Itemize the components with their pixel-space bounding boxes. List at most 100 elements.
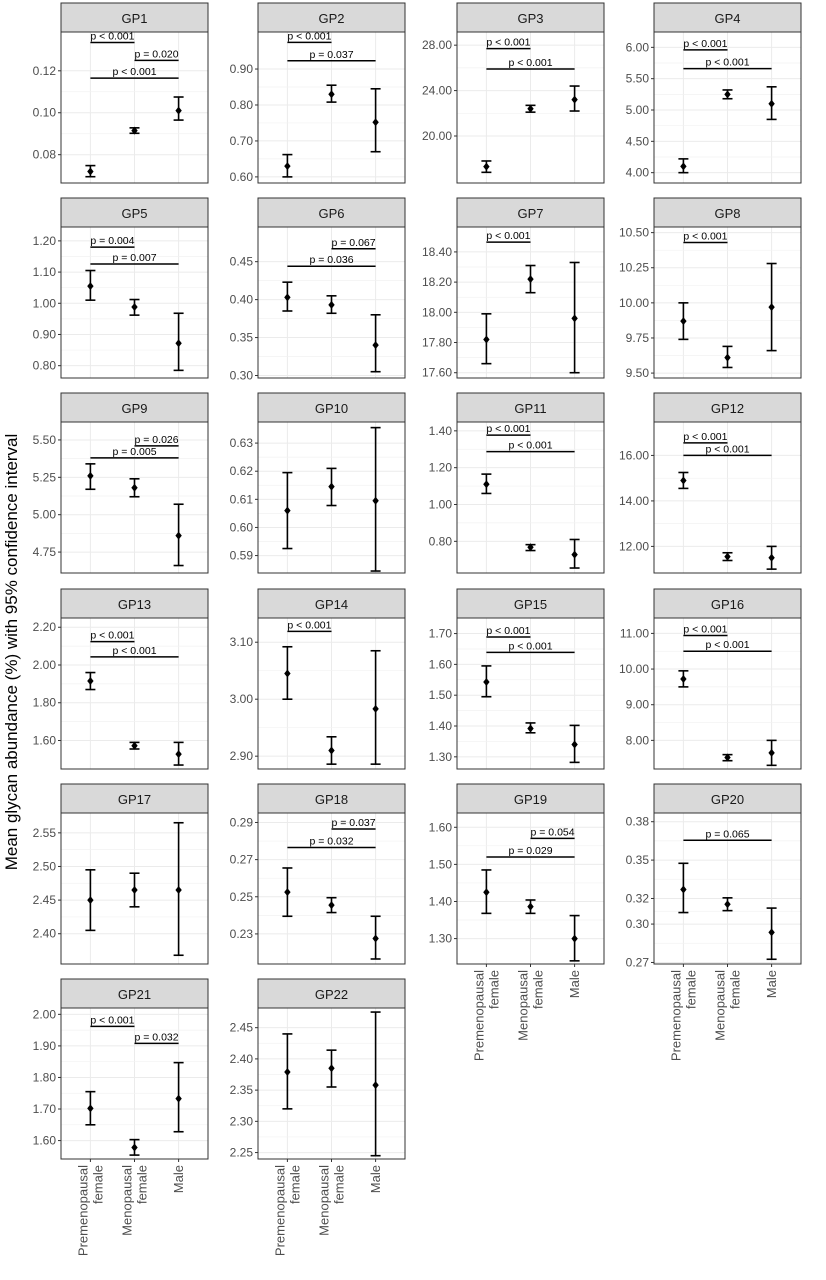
y-tick-label: 12.00 <box>619 539 649 553</box>
y-tick-label: 0.25 <box>230 890 254 904</box>
y-tick-label: 0.35 <box>230 331 254 345</box>
mean-point <box>483 480 490 489</box>
strip-background <box>60 392 209 423</box>
x-tick-label-line: Male <box>368 1165 383 1193</box>
panel-border <box>257 226 406 379</box>
panel-title: GP15 <box>514 597 547 612</box>
panel-title: GP6 <box>318 206 344 221</box>
panel-border <box>60 812 209 965</box>
mean-point <box>328 746 335 755</box>
y-tick-label: 1.60 <box>33 1134 57 1148</box>
significance-label: p < 0.001 <box>112 66 156 78</box>
strip-background <box>60 197 209 228</box>
y-tick-label: 5.00 <box>33 508 57 522</box>
mean-point <box>724 90 731 99</box>
panel-title: GP4 <box>714 11 740 26</box>
x-tick-label: Premenopausalfemale <box>471 970 501 1061</box>
y-tick-label: 1.00 <box>33 296 57 310</box>
y-tick-label: 0.61 <box>230 492 254 506</box>
y-tick-label: 0.60 <box>230 520 254 534</box>
x-tick-label: Menopausalfemale <box>516 970 546 1041</box>
y-tick-label: 5.50 <box>626 72 650 86</box>
y-tick-label: 0.80 <box>429 534 453 548</box>
panel-border <box>456 617 605 770</box>
y-tick-label: 2.90 <box>230 749 254 763</box>
mean-point <box>328 1064 335 1073</box>
y-tick-label: 1.00 <box>429 497 453 511</box>
mean-point <box>527 724 534 733</box>
mean-point <box>328 300 335 309</box>
significance-label: p = 0.029 <box>508 845 552 857</box>
y-tick-label: 4.50 <box>626 134 650 148</box>
y-tick-label: 0.29 <box>230 815 254 829</box>
x-tick-label-line: female <box>287 1165 302 1204</box>
mean-point <box>175 886 182 895</box>
y-tick-label: 5.00 <box>626 103 650 117</box>
panel-gp2: GP2 0.60 0.70 0.80 0.90 p < 0.001 p = 0.037 <box>230 2 406 184</box>
y-tick-label: 1.80 <box>33 696 57 710</box>
y-tick-label: 17.80 <box>422 336 452 350</box>
mean-point <box>284 293 291 302</box>
strip-background <box>257 978 406 1009</box>
y-tick-label: 0.32 <box>626 891 650 905</box>
y-tick-label: 0.45 <box>230 255 254 269</box>
y-tick-label: 2.55 <box>33 826 57 840</box>
significance-label: p < 0.001 <box>705 443 749 455</box>
significance-label: p = 0.026 <box>135 434 179 446</box>
mean-point <box>571 95 578 104</box>
mean-point <box>680 476 687 485</box>
y-tick-label: 1.30 <box>429 750 453 764</box>
mean-point <box>175 339 182 348</box>
x-tick-label-line: Male <box>171 1165 186 1193</box>
y-tick-label: 10.25 <box>619 261 649 275</box>
y-tick-label: 2.40 <box>230 1052 254 1066</box>
y-tick-label: 3.00 <box>230 692 254 706</box>
panel-title: GP2 <box>318 11 344 26</box>
panel-gp15: GP15 1.30 1.40 1.50 1.60 1.70 p < 0.001 p < 0.0… <box>429 588 605 770</box>
mean-point <box>768 553 775 562</box>
y-tick-label: 0.10 <box>33 106 57 120</box>
mean-point <box>372 704 379 713</box>
mean-point <box>768 303 775 312</box>
y-tick-label: 2.35 <box>230 1083 254 1097</box>
mean-point <box>87 167 94 176</box>
significance-label: p < 0.001 <box>508 57 552 69</box>
strip-background <box>257 588 406 619</box>
y-tick-label: 2.25 <box>230 1146 254 1160</box>
y-tick-label: 0.35 <box>626 853 650 867</box>
panel-title: GP13 <box>118 597 151 612</box>
mean-point <box>680 317 687 326</box>
y-tick-label: 1.20 <box>33 234 57 248</box>
mean-point <box>372 934 379 943</box>
mean-point <box>483 162 490 171</box>
panel-gp7: GP7 17.60 17.80 18.00 18.20 18.40 p < 0.001 <box>422 197 605 380</box>
significance-label: p < 0.001 <box>90 630 134 642</box>
y-tick-label: 10.50 <box>619 226 649 240</box>
x-tick-label-line: Male <box>567 970 582 998</box>
mean-point <box>131 886 138 895</box>
mean-point <box>131 1143 138 1152</box>
y-tick-label: 18.40 <box>422 245 452 259</box>
strip-background <box>257 197 406 228</box>
significance-label: p < 0.001 <box>683 230 727 242</box>
mean-point <box>284 506 291 515</box>
x-tick-label-line: female <box>531 970 546 1009</box>
y-tick-label: 2.45 <box>230 1021 254 1035</box>
significance-label: p < 0.001 <box>683 431 727 443</box>
mean-point <box>328 901 335 910</box>
y-tick-label: 14.00 <box>619 494 649 508</box>
y-tick-label: 10.00 <box>619 662 649 676</box>
y-tick-label: 2.30 <box>230 1114 254 1128</box>
y-tick-label: 0.90 <box>33 327 57 341</box>
x-tick-label-line: female <box>332 1165 347 1204</box>
mean-point <box>328 90 335 99</box>
mean-point <box>175 750 182 759</box>
mean-point <box>571 550 578 559</box>
y-tick-label: 5.25 <box>33 470 57 484</box>
mean-point <box>527 104 534 113</box>
panel-title: GP8 <box>714 206 740 221</box>
y-tick-label: 1.60 <box>429 657 453 671</box>
mean-point <box>680 162 687 171</box>
